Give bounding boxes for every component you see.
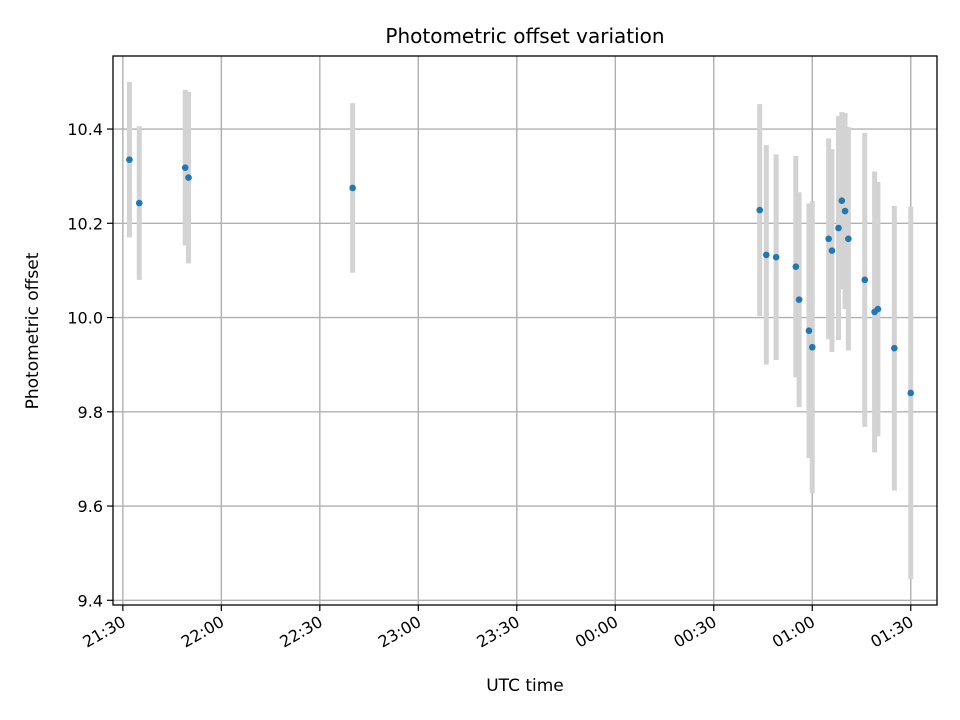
data-point	[907, 389, 915, 397]
data-point	[185, 174, 192, 181]
plot-frame	[112, 55, 938, 606]
data-point	[792, 263, 800, 270]
data-point	[756, 206, 764, 214]
data-point	[828, 247, 836, 254]
y-tick-label: 9.8	[78, 403, 103, 422]
chart-title: Photometric offset variation	[385, 24, 664, 48]
data-point	[891, 344, 898, 352]
data-point	[874, 305, 882, 313]
data-point	[838, 197, 846, 204]
data-point	[135, 199, 143, 207]
data-point	[841, 207, 849, 215]
data-point	[808, 343, 816, 351]
data-point	[126, 156, 133, 163]
data-point	[349, 184, 356, 192]
data-point	[861, 276, 869, 284]
data-point	[762, 251, 770, 259]
y-tick-label: 9.6	[78, 497, 103, 516]
data-points	[126, 156, 915, 397]
x-axis-label: UTC time	[486, 676, 564, 696]
data-point	[772, 253, 780, 261]
data-point	[805, 327, 813, 335]
y-tick-label: 9.4	[78, 591, 103, 610]
data-point	[845, 235, 852, 243]
data-point	[835, 224, 842, 232]
y-tick-label: 10.4	[67, 120, 103, 139]
y-tick-label: 10.0	[67, 309, 103, 328]
y-axis-label: Photometric offset	[23, 252, 43, 409]
y-tick-label: 10.2	[67, 214, 103, 233]
data-point	[795, 296, 803, 303]
data-point	[181, 164, 189, 171]
data-point	[825, 235, 832, 243]
